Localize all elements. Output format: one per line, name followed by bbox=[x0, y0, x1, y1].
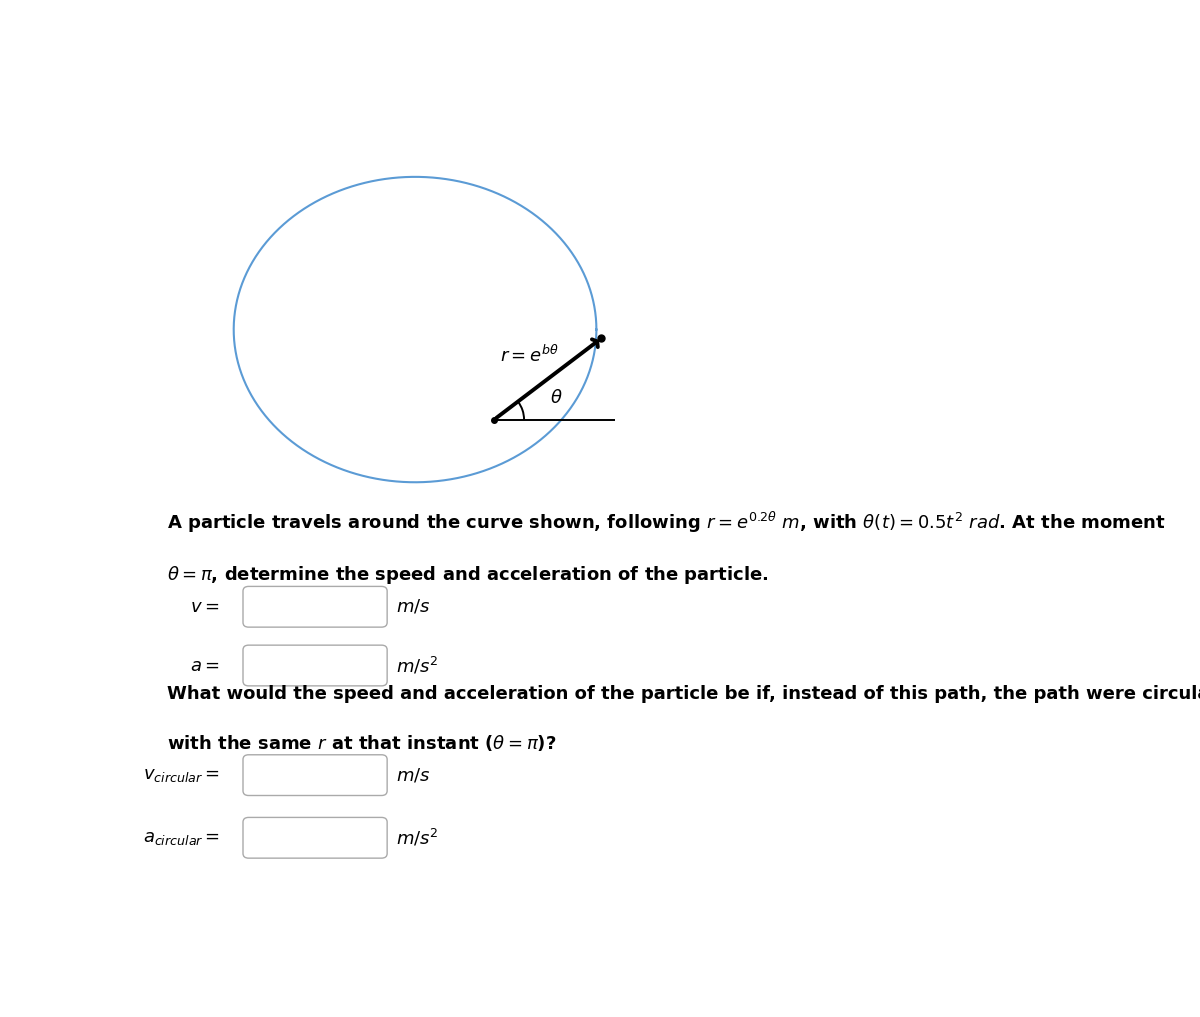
Text: $m/s^2$: $m/s^2$ bbox=[396, 827, 439, 848]
FancyBboxPatch shape bbox=[242, 755, 388, 795]
Text: $\theta$: $\theta$ bbox=[550, 390, 563, 407]
Text: with the same $r$ at that instant ($\theta = \pi$)?: with the same $r$ at that instant ($\the… bbox=[167, 733, 556, 753]
FancyBboxPatch shape bbox=[242, 587, 388, 627]
Text: $\theta = \pi$, determine the speed and acceleration of the particle.: $\theta = \pi$, determine the speed and … bbox=[167, 564, 768, 587]
FancyBboxPatch shape bbox=[242, 645, 388, 685]
Text: $a =$: $a =$ bbox=[190, 657, 220, 674]
Text: $a_{circular} =$: $a_{circular} =$ bbox=[143, 829, 220, 847]
Text: $m/s$: $m/s$ bbox=[396, 766, 431, 784]
Text: $m/s^2$: $m/s^2$ bbox=[396, 655, 439, 676]
Text: What would the speed and acceleration of the particle be if, instead of this pat: What would the speed and acceleration of… bbox=[167, 685, 1200, 703]
Text: $v =$: $v =$ bbox=[191, 598, 220, 615]
Text: $r = e^{b\theta}$: $r = e^{b\theta}$ bbox=[500, 345, 559, 366]
Text: $m/s$: $m/s$ bbox=[396, 598, 431, 615]
Text: A particle travels around the curve shown, following $r = e^{0.2\theta}$ $m$, wi: A particle travels around the curve show… bbox=[167, 510, 1165, 535]
FancyBboxPatch shape bbox=[242, 818, 388, 858]
Text: $v_{circular} =$: $v_{circular} =$ bbox=[143, 766, 220, 784]
